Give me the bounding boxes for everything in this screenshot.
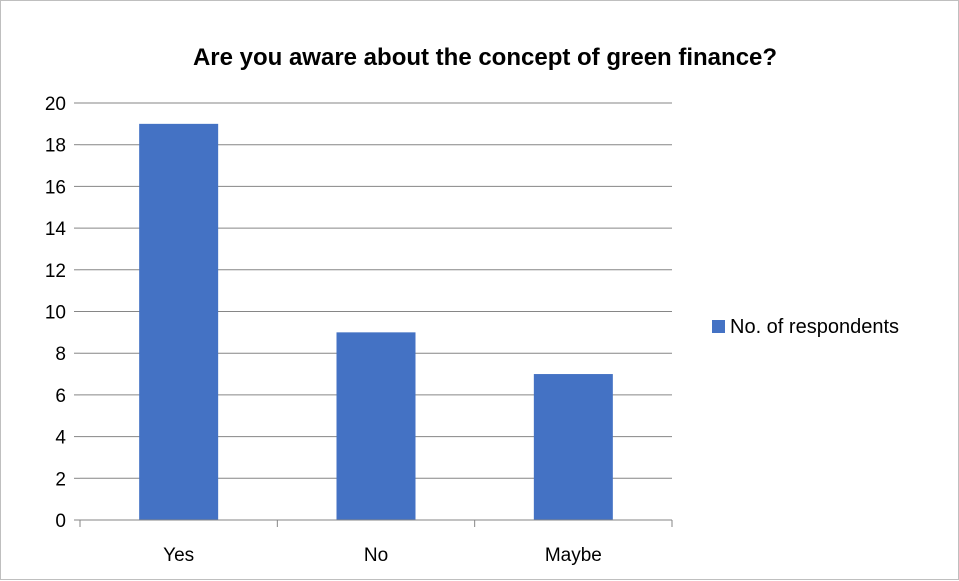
y-axis-tick-labels: 0 2 4 6 8 10 12 14 16 18 20: [45, 94, 67, 532]
bar-maybe: [533, 374, 613, 520]
legend-swatch: [712, 320, 725, 333]
y-tick-label: 4: [55, 428, 66, 449]
x-axis: [79, 519, 673, 527]
bar-yes: [139, 123, 219, 520]
legend-label-no-of-respondents: No. of respondents: [730, 316, 899, 338]
x-axis-tick-labels: Yes No Maybe: [163, 545, 602, 566]
y-tick-label: 0: [55, 511, 66, 532]
y-tick-label: 2: [55, 469, 66, 490]
bars: [139, 123, 613, 520]
y-tick-label: 10: [45, 303, 66, 324]
x-tick-label-maybe: Maybe: [545, 545, 602, 566]
y-tick-label: 8: [55, 344, 66, 365]
x-tick-label-yes: Yes: [163, 545, 194, 566]
chart-title: Are you aware about the concept of green…: [193, 44, 777, 71]
y-tick-label: 6: [55, 386, 66, 407]
y-tick-label: 14: [45, 219, 67, 240]
bar-no: [336, 332, 416, 520]
legend: No. of respondents: [712, 316, 899, 338]
y-tick-label: 16: [45, 177, 66, 198]
x-tick-label-no: No: [364, 545, 388, 566]
y-tick-label: 20: [45, 94, 66, 115]
y-tick-label: 18: [45, 136, 66, 157]
y-tick-label: 12: [45, 261, 66, 282]
